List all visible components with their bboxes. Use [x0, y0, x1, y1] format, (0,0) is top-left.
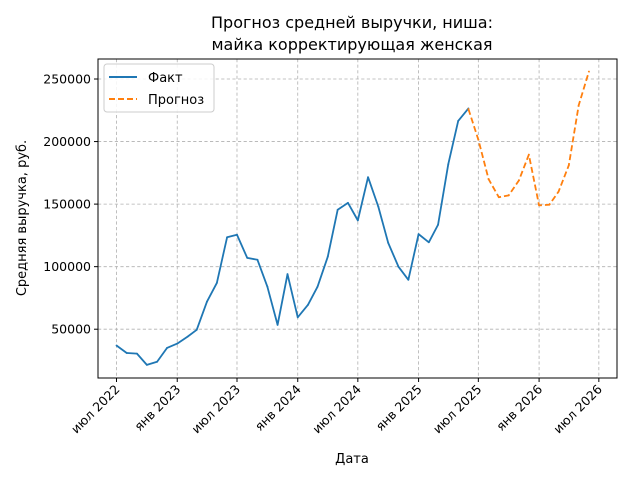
data-point-forecast: [487, 178, 490, 180]
data-point-forecast: [567, 164, 570, 167]
legend-label-fact: Факт: [148, 71, 183, 86]
x-tick-label: янв 2025: [372, 382, 424, 434]
chart-title-line-1: Прогноз средней выручки, ниша:: [211, 13, 493, 32]
data-point-fact: [437, 223, 439, 226]
data-point-fact: [226, 236, 228, 239]
data-point-fact: [307, 303, 309, 306]
data-point-fact: [115, 344, 118, 347]
x-tick-label: янв 2024: [252, 381, 304, 433]
data-point-forecast: [507, 194, 510, 197]
data-point-fact: [457, 120, 460, 122]
data-point-forecast: [557, 190, 560, 193]
data-point-fact: [326, 255, 329, 258]
data-point-fact: [156, 360, 158, 363]
x-tick-label: янв 2026: [493, 381, 545, 433]
data-point-fact: [417, 233, 420, 236]
data-point-forecast: [477, 138, 480, 141]
data-point-fact: [356, 219, 359, 222]
data-point-fact: [336, 208, 339, 211]
y-axis-label: Средняя выручка, руб.: [15, 140, 30, 296]
data-point-fact: [186, 335, 189, 338]
data-point-fact: [296, 316, 299, 319]
data-point-forecast: [518, 179, 520, 182]
x-tick-label: июл 2023: [188, 382, 243, 437]
x-tick-label: июл 2026: [550, 381, 605, 436]
data-point-fact: [316, 285, 319, 288]
data-point-fact: [256, 258, 259, 261]
legend-label-forecast: Прогноз: [148, 93, 204, 108]
data-point-fact: [145, 363, 148, 366]
x-tick-label: июл 2022: [68, 382, 123, 437]
data-point-forecast: [538, 204, 540, 207]
data-point-forecast: [548, 203, 551, 206]
legend: Факт Прогноз: [103, 63, 215, 113]
data-point-fact: [215, 282, 218, 284]
data-point-forecast: [588, 70, 590, 73]
y-axis: 50000 100000 150000 200000 250000: [43, 72, 98, 337]
series-line-forecast: [467, 71, 590, 207]
y-tick-label: 150000: [43, 197, 91, 212]
data-point-fact: [266, 285, 269, 288]
x-tick-label: июл 2025: [430, 382, 485, 437]
x-axis: июл 2022 янв 2023 июл 2023 янв 2024 июл 2024…: [68, 378, 605, 436]
data-point-forecast: [497, 196, 500, 199]
data-point-fact: [206, 300, 208, 303]
series-line-fact: [115, 107, 470, 366]
x-tick-label: июл 2024: [309, 381, 364, 436]
data-point-fact: [176, 342, 179, 345]
data-point-fact: [397, 265, 400, 268]
data-point-fact: [387, 241, 390, 244]
y-tick-label: 200000: [43, 134, 91, 149]
y-tick-label: 250000: [43, 72, 91, 87]
data-point-fact: [276, 323, 279, 326]
data-point-fact: [447, 163, 450, 165]
y-tick-label: 100000: [43, 259, 91, 274]
data-point-fact: [407, 278, 410, 281]
data-point-fact: [246, 257, 249, 259]
y-tick-label: 50000: [51, 322, 91, 337]
data-point-fact: [367, 176, 369, 179]
data-point-fact: [377, 205, 380, 208]
data-point-forecast: [467, 108, 470, 110]
data-point-fact: [347, 201, 349, 204]
data-point-forecast: [577, 104, 580, 107]
x-tick-label: янв 2023: [131, 382, 183, 434]
data-point-fact: [125, 352, 128, 354]
data-point-fact: [166, 347, 168, 349]
data-point-forecast: [527, 153, 530, 156]
data-point-fact: [236, 233, 238, 236]
data-point-fact: [286, 273, 289, 276]
grid: [98, 59, 617, 378]
chart-title-line-2: майка корректирующая женская: [211, 35, 492, 54]
data-point-fact: [195, 328, 198, 331]
x-axis-label: Дата: [335, 452, 369, 467]
data-point-fact: [427, 241, 430, 244]
data-point-fact: [136, 352, 138, 355]
series-lines: [115, 70, 590, 366]
